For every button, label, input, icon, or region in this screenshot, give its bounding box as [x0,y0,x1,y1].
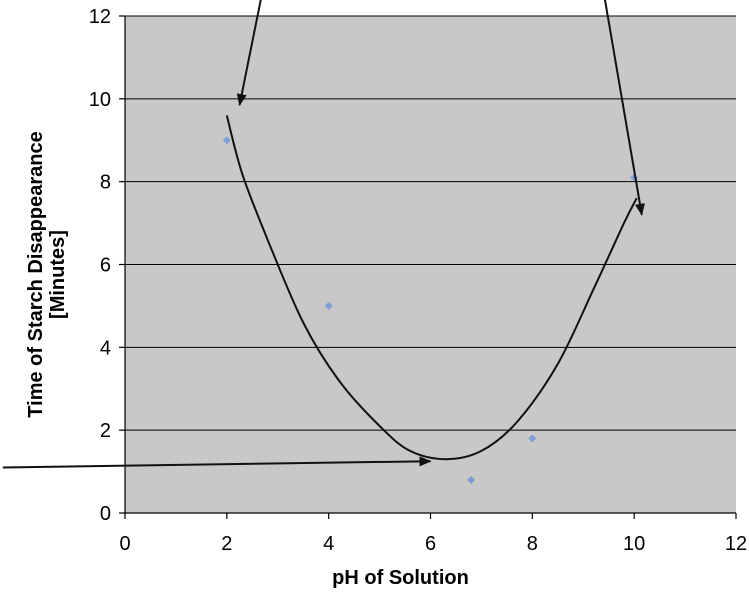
x-tick-label-0: 0 [119,533,130,555]
x-tick-label-12: 12 [725,533,747,555]
axes [119,15,737,519]
y-tick-label-6: 6 [100,255,111,277]
gridlines [125,15,736,431]
y-tick-label-8: 8 [100,172,111,194]
data-points [222,136,639,484]
annotation-arrow-2 [603,0,645,216]
x-tick-label-8: 8 [527,533,538,555]
annotation-arrow-1 [236,0,262,107]
data-point-3 [467,475,476,484]
y-axis-title-line2: [Minutes] [47,230,69,319]
y-tick-label-0: 0 [100,503,111,525]
tick-labels: 0 2 4 6 8 10 12 0 2 4 6 8 10 12 [89,6,747,555]
data-point-1 [222,136,231,145]
data-point-4 [528,434,537,443]
y-tick-label-2: 2 [100,420,111,442]
annotation-arrows [2,0,645,469]
y-tick-label-12: 12 [89,6,111,28]
data-point-2 [324,301,333,310]
y-axis-title: Time of Starch Disappearance [Minutes] [25,131,69,417]
y-tick-label-4: 4 [100,337,111,359]
x-tick-label-2: 2 [221,533,232,555]
x-tick-label-6: 6 [425,533,436,555]
y-axis-title-line1: Time of Starch Disappearance [25,131,47,417]
x-axis-title: pH of Solution [332,567,469,589]
x-tick-label-4: 4 [323,533,334,555]
x-tick-label-10: 10 [623,533,645,555]
annotation-arrow-3 [2,456,432,469]
y-tick-label-10: 10 [89,89,111,111]
